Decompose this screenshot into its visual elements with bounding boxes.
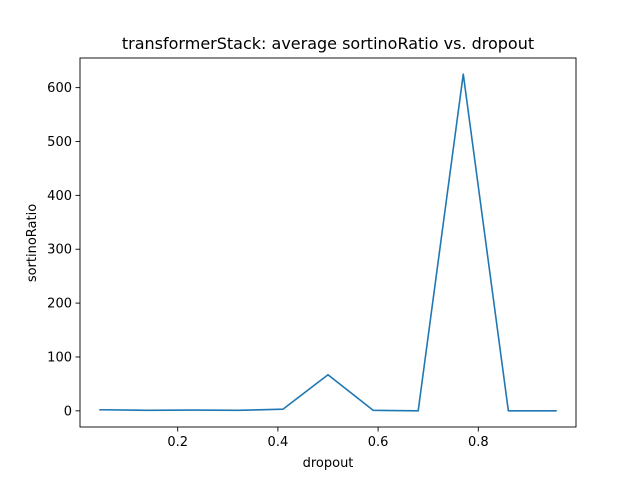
x-tick-label: 0.8 xyxy=(468,435,489,450)
y-tick-label: 500 xyxy=(47,135,72,150)
y-tick-label: 300 xyxy=(47,243,72,258)
y-tick-label: 200 xyxy=(47,297,72,312)
plot-area: 0.2 0.4 0.6 0.8 0 100 200 300 400 500 600 xyxy=(47,57,577,450)
series-line-0 xyxy=(99,73,557,412)
y-axis-label: sortinoRatio xyxy=(25,204,40,282)
x-tick-label: 0.4 xyxy=(268,435,289,450)
y-tick-label: 0 xyxy=(64,404,72,419)
x-axis-label: dropout xyxy=(303,456,354,471)
chart-title: transformerStack: average sortinoRatio v… xyxy=(122,34,534,53)
y-tick-label: 100 xyxy=(47,350,72,365)
y-tick-label: 600 xyxy=(47,81,72,96)
y-tick-label: 400 xyxy=(47,189,72,204)
x-tick-label: 0.6 xyxy=(368,435,389,450)
axes-frame xyxy=(79,57,577,428)
x-tick-label: 0.2 xyxy=(167,435,188,450)
